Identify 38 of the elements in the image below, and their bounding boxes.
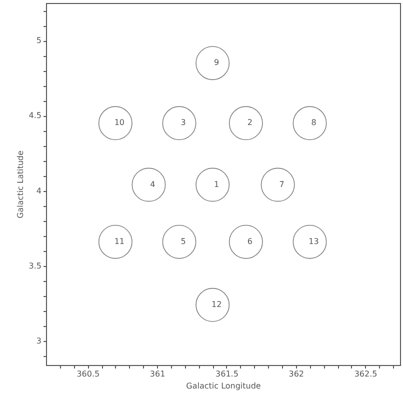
annotation: 4 — [150, 180, 156, 189]
x-axis-title: Galactic Longitude — [186, 382, 261, 390]
point — [196, 168, 230, 202]
annotation: 7 — [279, 180, 284, 189]
point — [162, 224, 196, 259]
y-tick-label: 4 — [36, 186, 42, 196]
annotation: 8 — [311, 118, 316, 128]
x-tick-label: 362.5 — [354, 370, 378, 378]
annotation: 9 — [214, 58, 220, 68]
annotation: 2 — [247, 118, 252, 128]
point — [196, 46, 230, 80]
point — [260, 168, 295, 202]
annotation: 12 — [211, 300, 222, 309]
y-tick-label: 5 — [36, 36, 42, 46]
annotation: 11 — [114, 236, 125, 246]
point — [162, 106, 196, 140]
annotation: 13 — [308, 236, 319, 246]
x-tick-label: 361.5 — [216, 370, 238, 378]
point — [292, 106, 327, 140]
y-axis-title: Galactic Latitude — [16, 150, 25, 218]
x-tick-label: 360.5 — [76, 370, 100, 378]
point — [292, 224, 327, 259]
x-tick-label: 362 — [288, 370, 304, 378]
y-tick-label: 3.5 — [28, 261, 42, 270]
point — [196, 288, 230, 322]
annotation: 3 — [180, 118, 186, 128]
point — [228, 224, 263, 259]
x-tick-label: 361 — [150, 370, 166, 378]
y-tick-label: 4.5 — [28, 111, 42, 120]
y-tick-label: 3 — [36, 336, 42, 346]
annotation: 10 — [114, 118, 125, 128]
annotation: 6 — [247, 236, 252, 246]
point — [98, 106, 132, 140]
annotation: 5 — [180, 236, 186, 246]
annotation: 1 — [214, 180, 220, 189]
point — [98, 224, 132, 259]
point — [228, 106, 263, 140]
point — [132, 168, 166, 202]
